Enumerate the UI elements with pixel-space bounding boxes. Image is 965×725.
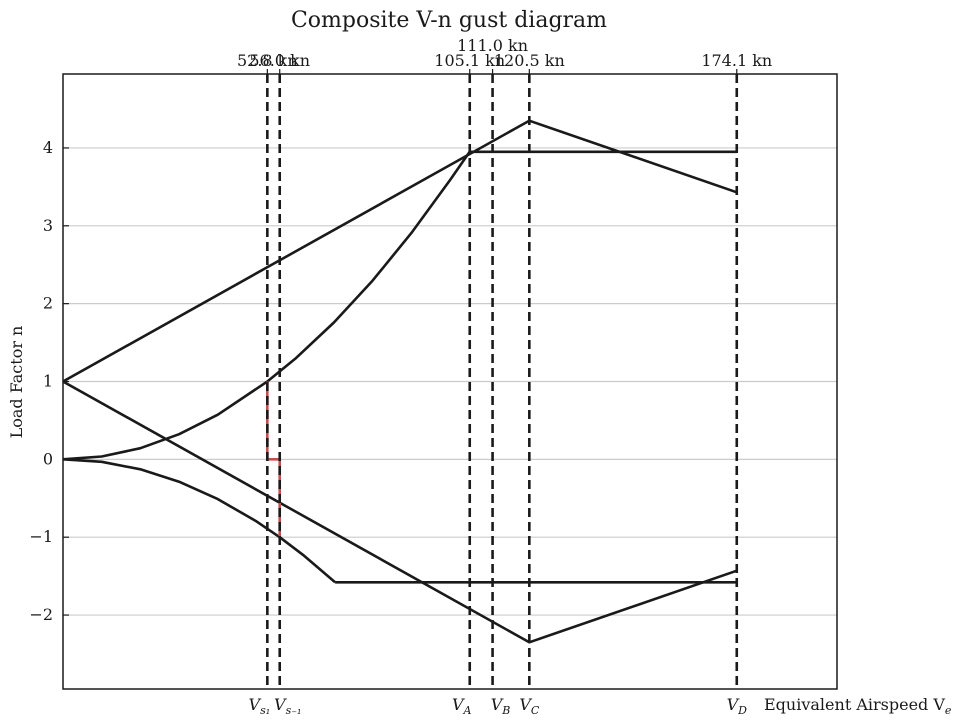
bottom-speed-label: Vs₁ <box>249 695 271 717</box>
x-axis-label: Equivalent Airspeed Ve <box>764 695 952 717</box>
bottom-speed-labels: Vs₁ Vs₋₁ VA VB VC VD <box>249 695 748 717</box>
x-axis-label-main: Equivalent Airspeed V <box>764 695 945 714</box>
y-tick-label: 0 <box>43 449 53 468</box>
y-tick-label: −2 <box>29 605 53 624</box>
speed-markers <box>266 74 739 689</box>
bottom-speed-label-sub: s₁ <box>260 704 270 717</box>
bottom-speed-label-main: V <box>249 695 262 714</box>
top-speed-label: 56.0 kn <box>249 51 310 70</box>
series-stall-boundary <box>265 381 282 538</box>
y-tick-label: −1 <box>29 527 53 546</box>
top-speed-label: 52.8 kn <box>237 51 298 70</box>
bottom-speed-label: VC <box>519 695 540 717</box>
bottom-speed-label-sub: s₋₁ <box>286 704 302 717</box>
top-speed-label: 174.1 kn <box>701 51 772 70</box>
bottom-speed-label: Vs₋₁ <box>274 695 301 717</box>
grid-lines <box>63 147 837 616</box>
y-axis-label: Load Factor n <box>7 326 26 439</box>
bottom-speed-label-main: V <box>491 695 504 714</box>
y-tick-label: 2 <box>43 294 53 313</box>
y-tick-label: 4 <box>43 138 53 157</box>
bottom-speed-label-main: V <box>274 695 287 714</box>
top-speed-label: 111.0 kn <box>457 36 528 55</box>
bottom-speed-label-sub: B <box>501 704 510 717</box>
chart-title: Composite V-n gust diagram <box>291 8 607 33</box>
y-tick-label: 3 <box>43 216 53 235</box>
bottom-speed-label-main: V <box>727 695 740 714</box>
series-positive-stall-curve <box>62 151 471 461</box>
series-gust-positive <box>62 119 738 383</box>
bottom-speed-label: VA <box>452 695 472 717</box>
bottom-speed-label: VD <box>727 695 748 717</box>
bottom-speed-label-main: V <box>519 695 532 714</box>
bottom-speed-label-sub: C <box>531 704 540 717</box>
bottom-speed-label-main: V <box>452 695 465 714</box>
x-axis-label-sub: e <box>945 704 952 717</box>
top-speed-label: 105.1 kn <box>434 51 505 70</box>
series-gust-negative <box>62 380 738 644</box>
series-negative-stall-curve <box>62 458 336 584</box>
y-axis-ticks: 4 3 2 1 0 −1 −2 <box>29 138 69 624</box>
top-speed-label: 120.5 kn <box>494 51 565 70</box>
bottom-speed-label-sub: D <box>737 704 747 717</box>
bottom-speed-label-sub: A <box>463 704 472 717</box>
y-tick-label: 1 <box>43 372 53 391</box>
bottom-speed-label: VB <box>491 695 511 717</box>
